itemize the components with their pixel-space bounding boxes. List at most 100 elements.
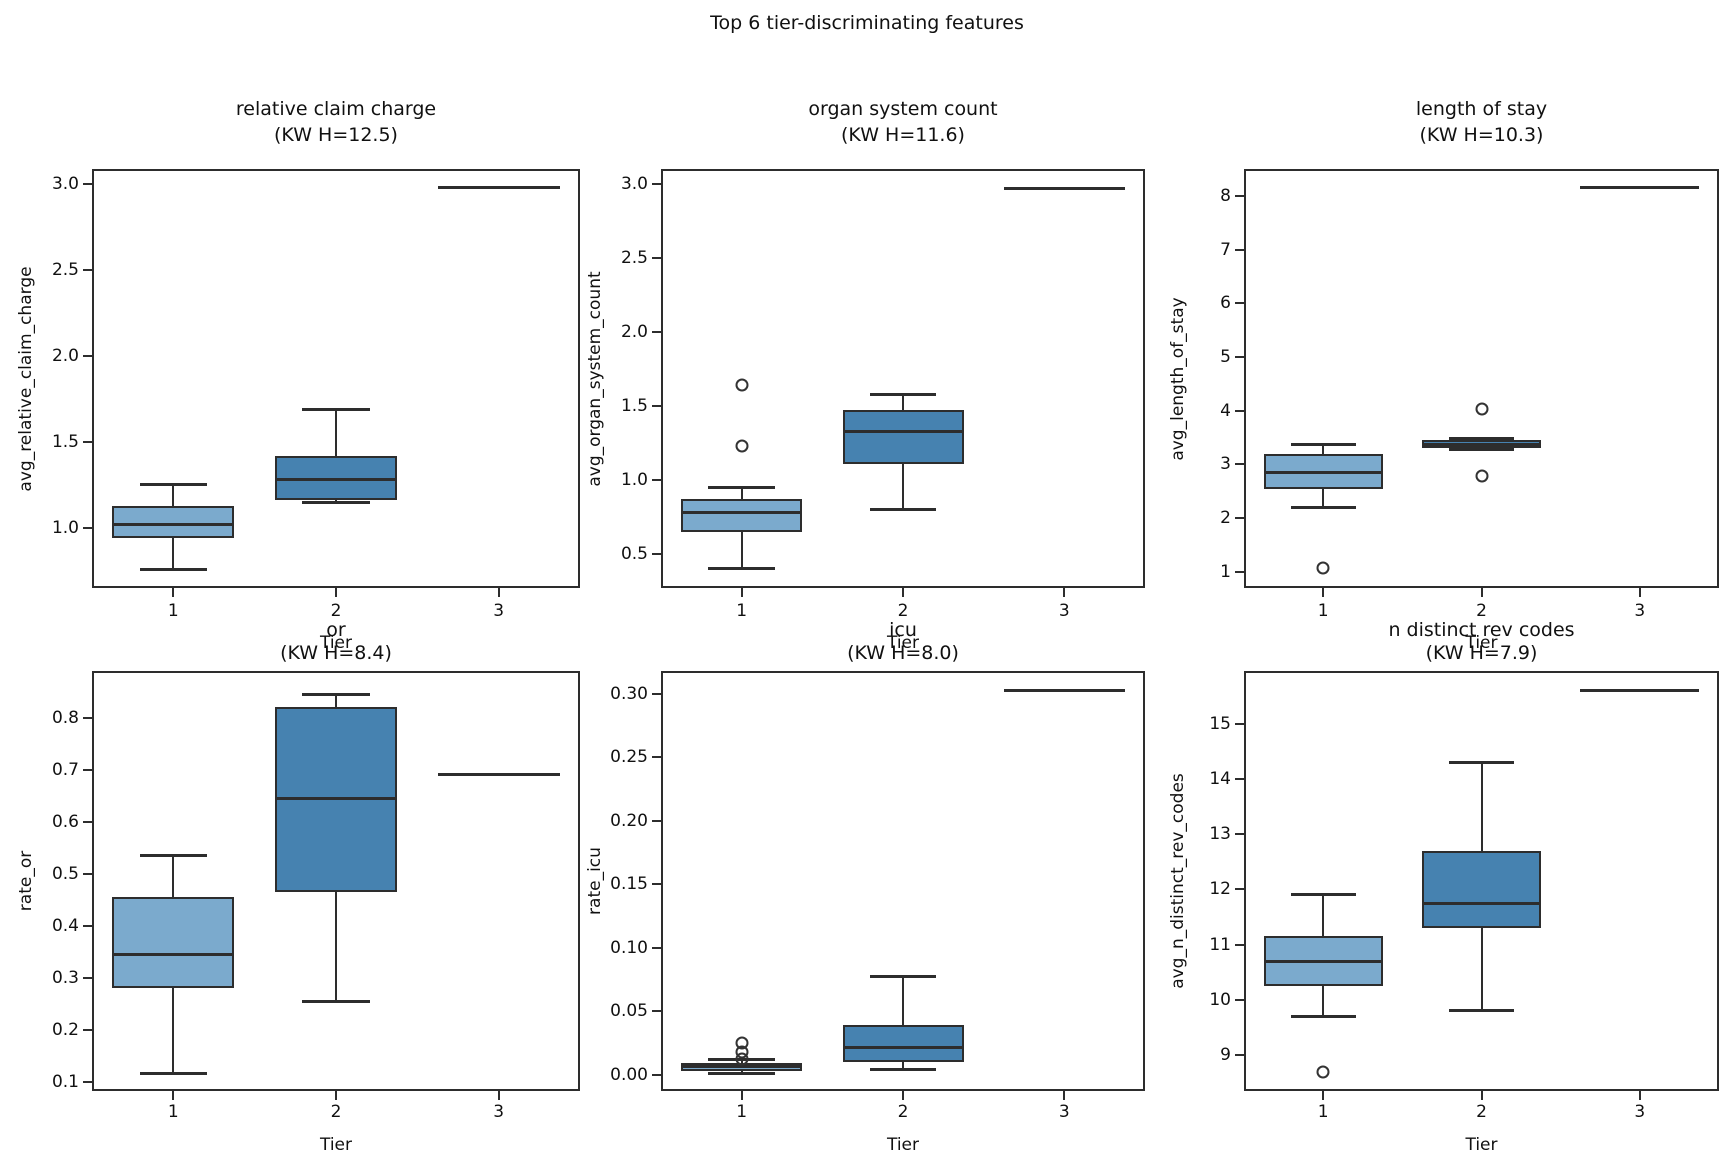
- upper-whisker: [1322, 444, 1325, 454]
- y-tick-mark: [83, 820, 92, 823]
- y-tick-label: 1.0: [620, 469, 648, 490]
- upper-whisker-cap: [1448, 437, 1515, 441]
- median-line: [681, 510, 803, 514]
- lower-whisker: [1322, 986, 1325, 1017]
- y-tick-mark: [1235, 463, 1244, 466]
- subplot-title: n distinct rev codes: [1388, 619, 1575, 641]
- y-tick-mark: [83, 1080, 92, 1083]
- box-tier-2: [275, 455, 397, 501]
- x-tick-label: 3: [1058, 601, 1070, 621]
- box-tier-2: [1422, 850, 1541, 928]
- x-axis-label: Tier: [319, 633, 353, 653]
- x-tick-label: 3: [493, 1102, 505, 1122]
- y-tick-mark: [652, 330, 661, 333]
- median-line: [842, 1046, 964, 1050]
- x-axis-label: Tier: [886, 633, 920, 653]
- upper-whisker: [172, 484, 175, 506]
- y-tick-mark: [652, 1010, 661, 1013]
- upper-whisker: [1480, 762, 1483, 851]
- median-line: [1263, 959, 1383, 963]
- subplot-title: organ system count: [808, 98, 998, 120]
- y-axis-label: rate_icu: [585, 847, 605, 915]
- x-tick-label: 3: [1058, 1102, 1070, 1122]
- y-tick-mark: [1235, 888, 1244, 891]
- y-tick-label: 6: [1220, 293, 1231, 314]
- axes-frame: [1244, 169, 1719, 588]
- y-tick-mark: [1235, 777, 1244, 780]
- x-axis-label: Tier: [1465, 1135, 1498, 1155]
- y-tick-mark: [83, 924, 92, 927]
- y-tick-mark: [652, 182, 661, 185]
- x-tick-label: 1: [736, 1102, 748, 1122]
- x-tick-label: 2: [330, 601, 342, 621]
- outlier-point: [1475, 469, 1488, 483]
- outlier-point: [735, 378, 749, 392]
- y-axis-label: avg_n_distinct_rev_codes: [1168, 773, 1188, 989]
- y-tick-label: 12: [1209, 879, 1231, 900]
- single-value-line: [437, 773, 560, 777]
- lower-whisker: [902, 1061, 904, 1070]
- y-tick-mark: [652, 478, 661, 481]
- upper-whisker: [335, 694, 337, 708]
- median-line: [842, 429, 964, 433]
- upper-whisker: [902, 394, 904, 411]
- y-tick-mark: [652, 692, 661, 695]
- y-tick-mark: [1235, 570, 1244, 573]
- outlier-point: [1316, 561, 1330, 575]
- y-tick-mark: [1235, 943, 1244, 946]
- x-tick-label: 2: [897, 1102, 909, 1122]
- x-tick-mark: [1322, 588, 1325, 597]
- y-axis-label: rate_or: [16, 850, 36, 912]
- upper-whisker-cap: [302, 692, 370, 696]
- median-line: [681, 1065, 803, 1069]
- lower-whisker-cap: [302, 500, 370, 504]
- y-tick-label: 2: [1220, 508, 1231, 529]
- median-line: [1422, 443, 1541, 447]
- single-value-line: [1580, 186, 1700, 190]
- box-tier-1: [112, 897, 235, 989]
- y-tick-label: 0.7: [51, 759, 79, 780]
- y-tick-mark: [652, 404, 661, 407]
- y-tick-label: 2.5: [620, 247, 648, 268]
- y-tick-label: 0.25: [610, 747, 648, 768]
- x-axis-label: Tier: [319, 1135, 353, 1155]
- x-tick-mark: [1480, 1091, 1483, 1100]
- lower-whisker: [172, 538, 175, 570]
- x-tick-mark: [740, 588, 743, 597]
- lower-whisker-cap: [869, 1067, 937, 1071]
- x-tick-mark: [1638, 1091, 1641, 1100]
- lower-whisker-cap: [1290, 1014, 1356, 1018]
- x-tick-mark: [1322, 1091, 1325, 1100]
- x-tick-mark: [1638, 588, 1641, 597]
- upper-whisker-cap: [139, 854, 207, 858]
- lower-whisker: [1480, 927, 1483, 1011]
- subplot-subtitle: (KW H=11.6): [841, 124, 965, 146]
- y-tick-mark: [652, 756, 661, 759]
- x-tick-label: 3: [493, 601, 505, 621]
- y-tick-mark: [83, 526, 92, 529]
- y-axis-label: avg_organ_system_count: [585, 270, 605, 487]
- upper-whisker-cap: [1290, 893, 1356, 897]
- y-tick-label: 0.05: [610, 1001, 648, 1022]
- subplot-title: icu: [889, 619, 917, 641]
- y-axis-label: avg_length_of_stay: [1168, 296, 1188, 461]
- y-tick-label: 8: [1220, 185, 1231, 206]
- y-tick-label: 0.15: [610, 874, 648, 895]
- x-tick-label: 2: [897, 601, 909, 621]
- single-value-line: [1580, 688, 1700, 692]
- upper-whisker-cap: [708, 485, 775, 489]
- y-tick-label: 0.00: [610, 1064, 648, 1085]
- upper-whisker-cap: [1290, 443, 1356, 447]
- y-tick-mark: [652, 819, 661, 822]
- outlier-point: [1475, 402, 1488, 416]
- x-tick-mark: [335, 588, 337, 597]
- median-line: [112, 522, 235, 526]
- upper-whisker: [335, 409, 337, 456]
- y-tick-mark: [1235, 356, 1244, 358]
- x-axis-label: Tier: [1465, 633, 1498, 653]
- y-tick-label: 2.0: [620, 321, 648, 342]
- upper-whisker-cap: [139, 483, 207, 487]
- y-tick-mark: [1235, 517, 1244, 520]
- median-line: [1422, 901, 1541, 905]
- y-tick-label: 9: [1220, 1045, 1231, 1066]
